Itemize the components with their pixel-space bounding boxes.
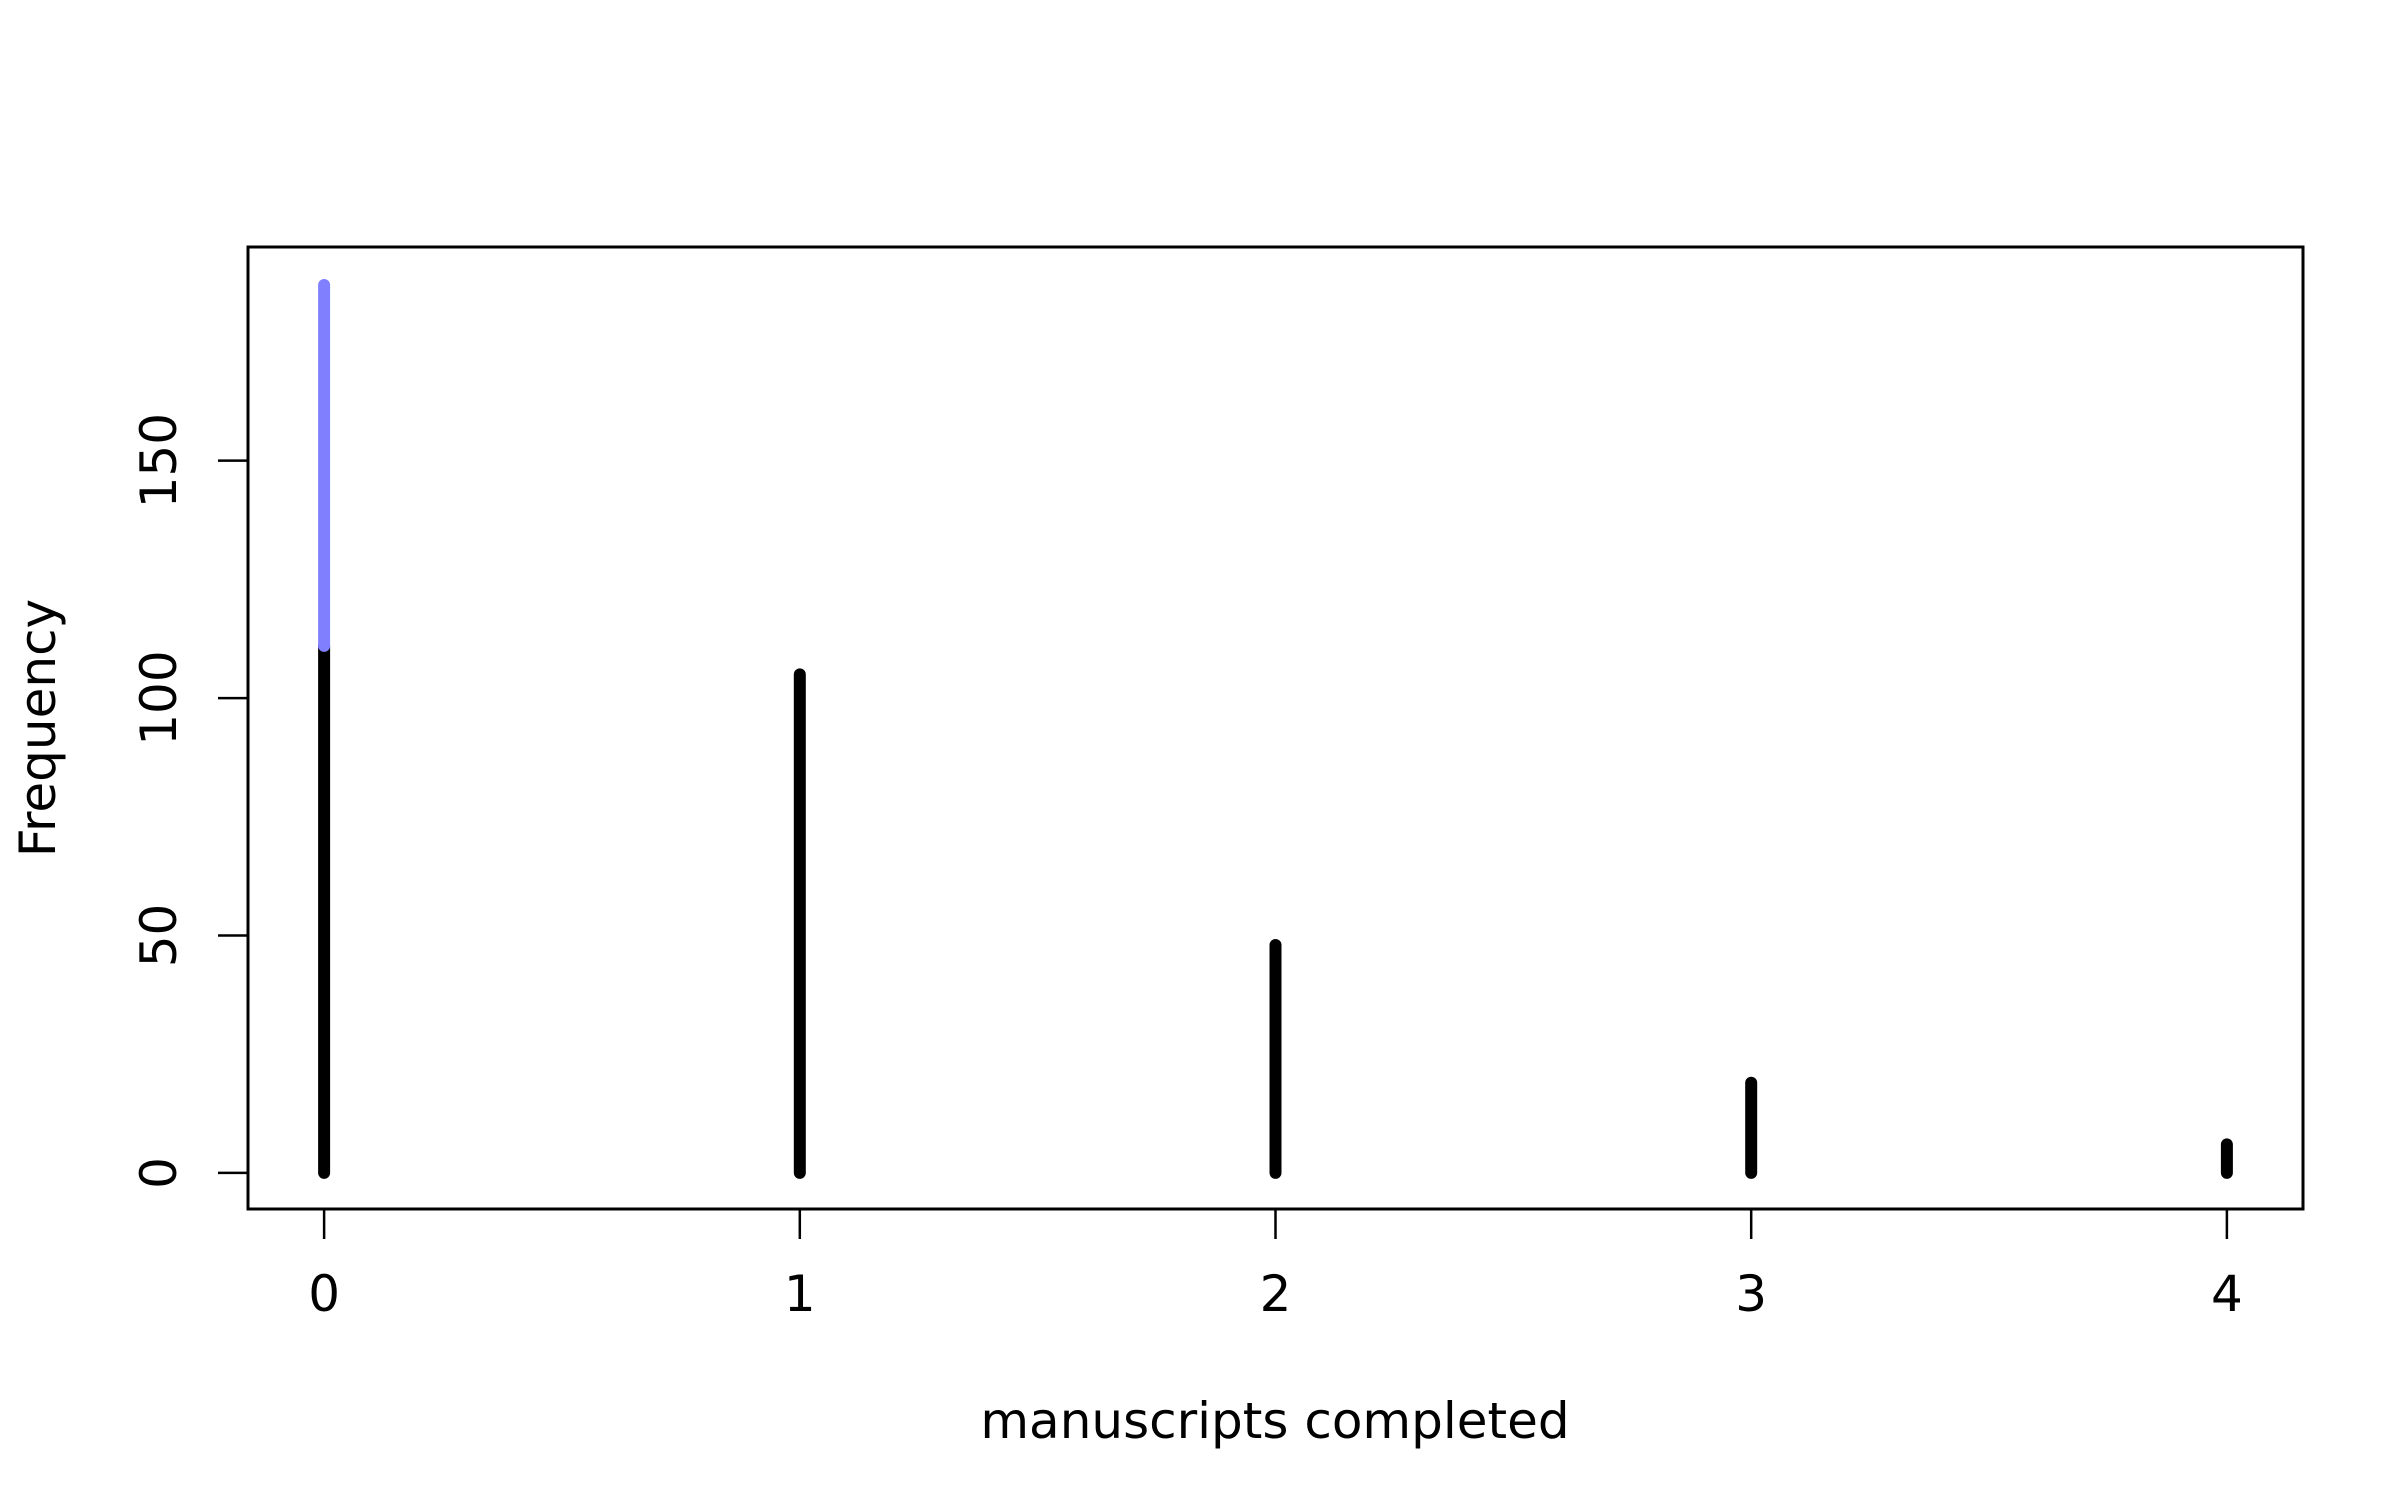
y-tick-label: 150 — [130, 413, 188, 508]
x-axis: 0 1 2 3 4 — [308, 1209, 2243, 1323]
y-tick-label: 100 — [130, 650, 188, 745]
x-tick-label: 4 — [2211, 1265, 2243, 1323]
y-axis: 0 50 100 150 — [130, 413, 248, 1189]
bars — [318, 278, 2233, 1179]
x-tick-label: 2 — [1260, 1265, 1292, 1323]
x-axis-label: manuscripts completed — [980, 1392, 1569, 1450]
x-tick-label: 3 — [1735, 1265, 1767, 1323]
y-axis-label: Frequency — [9, 599, 67, 857]
y-tick-label: 0 — [130, 1157, 188, 1189]
y-tick-label: 50 — [130, 904, 188, 968]
x-tick-label: 1 — [784, 1265, 816, 1323]
x-tick-label: 0 — [308, 1265, 340, 1323]
